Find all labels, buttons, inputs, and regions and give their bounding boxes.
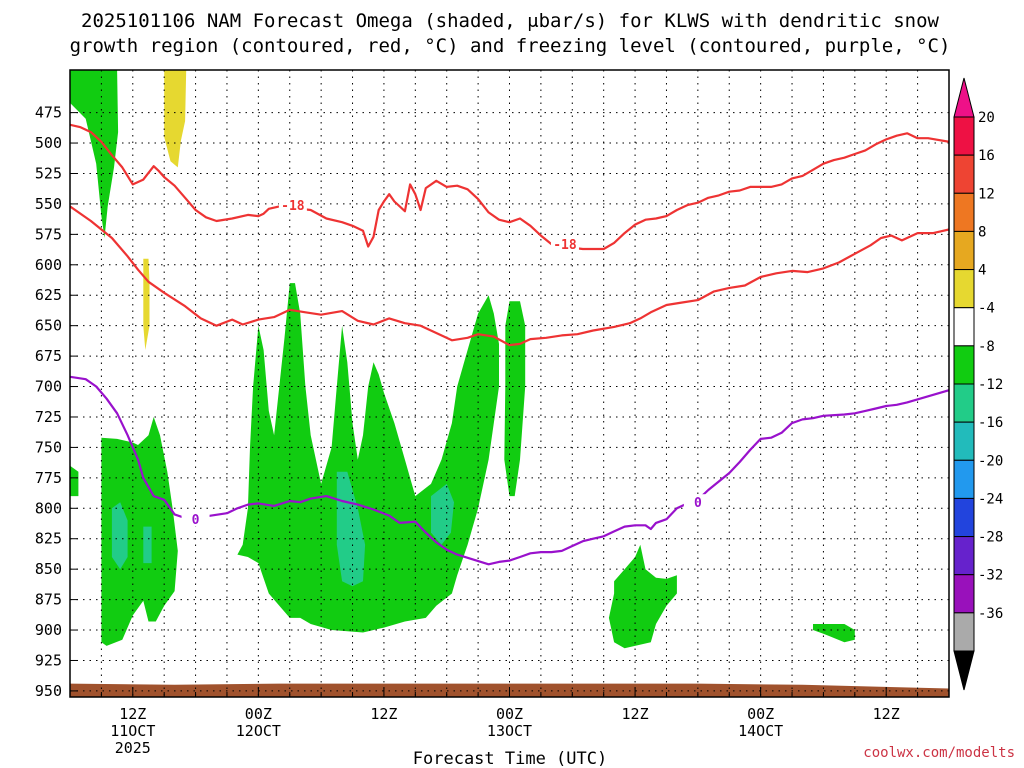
x-tick-label-0-0: 12Z [119, 705, 146, 723]
y-tick-label-10: 725 [35, 408, 62, 426]
y-tick-label-2: 525 [35, 164, 62, 182]
contour-label-bg-2-0 [181, 511, 210, 527]
dotted-gridlines [70, 70, 949, 697]
y-tick-label-18: 925 [35, 651, 62, 669]
colorbar-swatch-5 [953, 307, 975, 347]
x-tick-label-2-0: 12Z [370, 705, 397, 723]
colorbar-swatch-8 [953, 421, 975, 461]
colorbar-swatch-3 [953, 230, 975, 271]
colorbar-label-6: -8 [978, 339, 995, 355]
colorbar-swatch-1 [953, 154, 975, 194]
colorbar-swatch-10 [953, 497, 975, 538]
shaded-region-6 [143, 526, 152, 564]
colorbar-label-9: -20 [978, 453, 1003, 469]
shaded-region-0 [70, 70, 119, 238]
shaded-region-2 [143, 258, 150, 350]
shaded-region-3 [101, 417, 178, 646]
shaded-region-5 [111, 502, 128, 570]
shaded-region-10 [504, 301, 526, 497]
colorbar-label-12: -32 [978, 568, 1003, 584]
y-tick-label-19: 950 [35, 682, 62, 700]
colorbar-label-11: -28 [978, 530, 1003, 546]
shaded-region-12 [813, 624, 855, 643]
shaded-region-11 [608, 544, 677, 649]
x-tick-label-3-0: 00Z [496, 705, 523, 723]
colorbar-label-5: -4 [978, 301, 995, 317]
y-tick-label-12: 775 [35, 469, 62, 487]
omega-shaded-regions [70, 70, 949, 697]
x-tick-label-1-0: 00Z [245, 705, 272, 723]
y-tick-label-15: 850 [35, 560, 62, 578]
contour-label-2-0: 0 [192, 513, 200, 528]
colorbar-swatch-0 [953, 116, 975, 156]
colorbar-label-8: -16 [978, 415, 1003, 431]
colorbar-swatch-2 [953, 192, 975, 232]
contour-label-0-0: -18 [281, 199, 305, 214]
contour-label-bg-0-1 [550, 236, 579, 252]
chart-title-line1: 2025101106 NAM Forecast Omega (shaded, μ… [81, 10, 939, 32]
contour-label-bg-0-0 [278, 197, 307, 213]
x-tick-label-5-1: 14OCT [738, 722, 783, 740]
y-tick-label-9: 700 [35, 378, 62, 396]
omega-colorbar: 20 16 12 8 4 -4 -8 -12 -16 -20 -24 -28 -32 -36 [953, 77, 1003, 691]
shaded-region-4 [70, 465, 79, 497]
contour-line-0 [70, 205, 949, 347]
x-tick-label-0-1: 11OCT [110, 722, 155, 740]
y-tick-label-4: 575 [35, 225, 62, 243]
colorbar-swatch-4 [953, 269, 975, 309]
contour-label-bg-2-1 [683, 494, 712, 510]
y-tick-label-1: 500 [35, 134, 62, 152]
colorbar-swatch-11 [953, 536, 975, 576]
x-tick-label-3-1: 13OCT [487, 722, 532, 740]
contour-line-1 [70, 123, 949, 251]
isotherm-contours [70, 123, 949, 566]
pressure-axis: 475 500 525 550 575 600 625 650 675 700 725 750 775 8… [35, 104, 78, 700]
x-tick-label-6-0: 12Z [873, 705, 900, 723]
colorbar-label-3: 8 [978, 224, 986, 240]
x-tick-label-4-0: 12Z [622, 705, 649, 723]
contour-labels: -18 -18 0 0 [181, 197, 712, 528]
y-tick-label-8: 675 [35, 347, 62, 365]
credit-text: coolwx.com/modelts [863, 745, 1015, 761]
colorbar-swatch-9 [953, 459, 975, 499]
y-tick-label-7: 650 [35, 317, 62, 335]
colorbar-swatch-13 [953, 612, 975, 652]
y-tick-label-14: 825 [35, 530, 62, 548]
colorbar-swatch-6 [953, 345, 975, 385]
colorbar-swatch-12 [953, 574, 975, 614]
colorbar-label-1: 16 [978, 148, 995, 164]
shaded-region-7 [237, 283, 499, 633]
colorbar-swatch-7 [953, 383, 975, 423]
colorbar-label-2: 12 [978, 186, 995, 202]
shaded-region-9 [431, 483, 454, 545]
colorbar-label-10: -24 [978, 491, 1003, 507]
colorbar-top-arrow [953, 77, 975, 118]
y-tick-label-6: 625 [35, 286, 62, 304]
y-tick-label-17: 900 [35, 621, 62, 639]
colorbar-label-0: 20 [978, 110, 995, 126]
shaded-region-1 [164, 70, 187, 168]
x-tick-label-5-0: 00Z [747, 705, 774, 723]
colorbar-label-7: -12 [978, 377, 1003, 393]
y-tick-label-11: 750 [35, 438, 62, 456]
y-tick-label-16: 875 [35, 591, 62, 609]
x-tick-label-0-2: 2025 [115, 739, 151, 757]
y-tick-label-5: 600 [35, 256, 62, 274]
colorbar-label-4: 4 [978, 263, 986, 279]
x-axis-label: Forecast Time (UTC) [413, 749, 607, 768]
contour-label-0-1: -18 [553, 238, 577, 253]
y-tick-label-3: 550 [35, 195, 62, 213]
y-tick-label-13: 800 [35, 499, 62, 517]
x-tick-label-1-1: 12OCT [236, 722, 281, 740]
y-tick-label-0: 475 [35, 104, 62, 122]
colorbar-bottom-arrow [953, 650, 975, 691]
colorbar-label-13: -36 [978, 606, 1003, 622]
chart-title-line2: growth region (contoured, red, °C) and f… [70, 35, 951, 57]
contour-label-2-1: 0 [694, 496, 702, 511]
